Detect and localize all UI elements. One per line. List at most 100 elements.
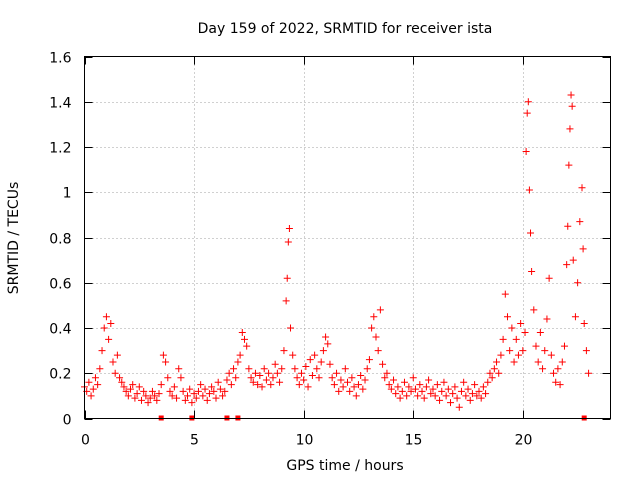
- data-point: [566, 125, 574, 133]
- data-point: [414, 392, 422, 400]
- y-tick-label: 0.6: [49, 277, 71, 293]
- data-point: [168, 392, 176, 400]
- data-point: [479, 383, 487, 391]
- data-point: [372, 333, 380, 341]
- data-point: [109, 358, 117, 366]
- data-point: [447, 399, 455, 407]
- data-point: [153, 396, 161, 404]
- data-point: [194, 387, 202, 395]
- data-point: [429, 385, 437, 393]
- data-point: [326, 360, 334, 368]
- data-point: [96, 365, 104, 373]
- data-point: [497, 351, 505, 359]
- y-tick-label: 0.8: [49, 232, 71, 248]
- grid-lines: [84, 56, 611, 419]
- data-point: [453, 394, 461, 402]
- data-point: [89, 385, 97, 393]
- data-point: [113, 351, 121, 359]
- data-point: [475, 387, 483, 395]
- data-point: [396, 394, 404, 402]
- data-point: [567, 91, 575, 99]
- data-point: [256, 372, 264, 380]
- data-point: [280, 347, 288, 355]
- data-point: [381, 374, 389, 382]
- data-point: [558, 358, 566, 366]
- x-axis-title: GPS time / hours: [286, 458, 403, 474]
- data-point: [308, 372, 316, 380]
- data-point: [440, 378, 448, 386]
- data-point: [122, 387, 130, 395]
- data-point: [212, 394, 220, 402]
- data-point: [205, 390, 213, 398]
- axis-ticks: 0 0.2 0.4 0.6 0.8 1 1.2 1.4 1.6 0 5 10 15 20: [49, 51, 611, 449]
- data-point: [251, 369, 259, 377]
- data-point: [370, 313, 378, 321]
- data-point: [477, 394, 485, 402]
- data-point: [284, 238, 292, 246]
- data-point: [490, 365, 498, 373]
- data-point: [247, 374, 255, 382]
- data-point: [102, 313, 110, 321]
- data-point: [94, 381, 102, 389]
- data-point: [425, 376, 433, 384]
- data-point: [278, 365, 286, 373]
- data-point: [512, 335, 520, 343]
- x-tick-label: 20: [515, 433, 533, 449]
- data-point: [295, 381, 303, 389]
- data-point: [499, 335, 507, 343]
- data-point: [442, 392, 450, 400]
- data-point: [322, 333, 330, 341]
- data-point: [227, 381, 235, 389]
- data-point: [517, 319, 525, 327]
- data-point: [488, 374, 496, 382]
- data-point: [503, 313, 511, 321]
- y-tick-label: 1: [63, 186, 72, 202]
- data-point: [91, 374, 99, 382]
- data-point: [179, 387, 187, 395]
- data-point: [230, 365, 238, 373]
- data-point: [471, 381, 479, 389]
- data-point: [344, 378, 351, 386]
- data-point: [354, 381, 362, 389]
- data-point: [409, 374, 417, 382]
- data-point: [374, 347, 382, 355]
- data-point: [394, 383, 402, 391]
- data-point: [335, 387, 343, 395]
- data-point: [319, 347, 327, 355]
- data-point: [328, 374, 336, 382]
- data-point: [560, 342, 568, 350]
- data-point: [510, 358, 518, 366]
- data-point: [232, 374, 240, 382]
- y-tick-label: 1.2: [49, 141, 71, 157]
- data-point: [524, 98, 532, 106]
- data-point: [495, 369, 503, 377]
- data-point: [197, 381, 205, 389]
- data-point: [552, 378, 560, 386]
- data-point: [166, 387, 174, 395]
- data-point: [254, 381, 262, 389]
- data-point: [427, 390, 435, 398]
- data-point: [291, 365, 299, 373]
- data-point: [333, 369, 341, 377]
- data-point: [527, 229, 535, 237]
- data-point: [506, 347, 514, 355]
- data-point: [260, 365, 268, 373]
- data-point: [525, 186, 533, 194]
- data-point: [317, 358, 325, 366]
- data-point: [528, 267, 536, 275]
- data-point: [392, 390, 400, 398]
- data-point: [486, 369, 494, 377]
- data-point: [455, 403, 463, 411]
- data-point: [87, 392, 95, 400]
- data-point: [416, 381, 424, 389]
- chart-title: Day 159 of 2022, SRMTID for receiver ist…: [198, 21, 493, 37]
- data-point: [173, 394, 181, 402]
- data-point: [188, 399, 196, 407]
- data-point: [578, 184, 586, 192]
- y-axis-title: SRMTID / TECUs: [6, 182, 22, 295]
- data-point: [556, 381, 564, 389]
- data-point: [199, 392, 207, 400]
- data-point: [162, 358, 170, 366]
- data-point: [258, 383, 266, 391]
